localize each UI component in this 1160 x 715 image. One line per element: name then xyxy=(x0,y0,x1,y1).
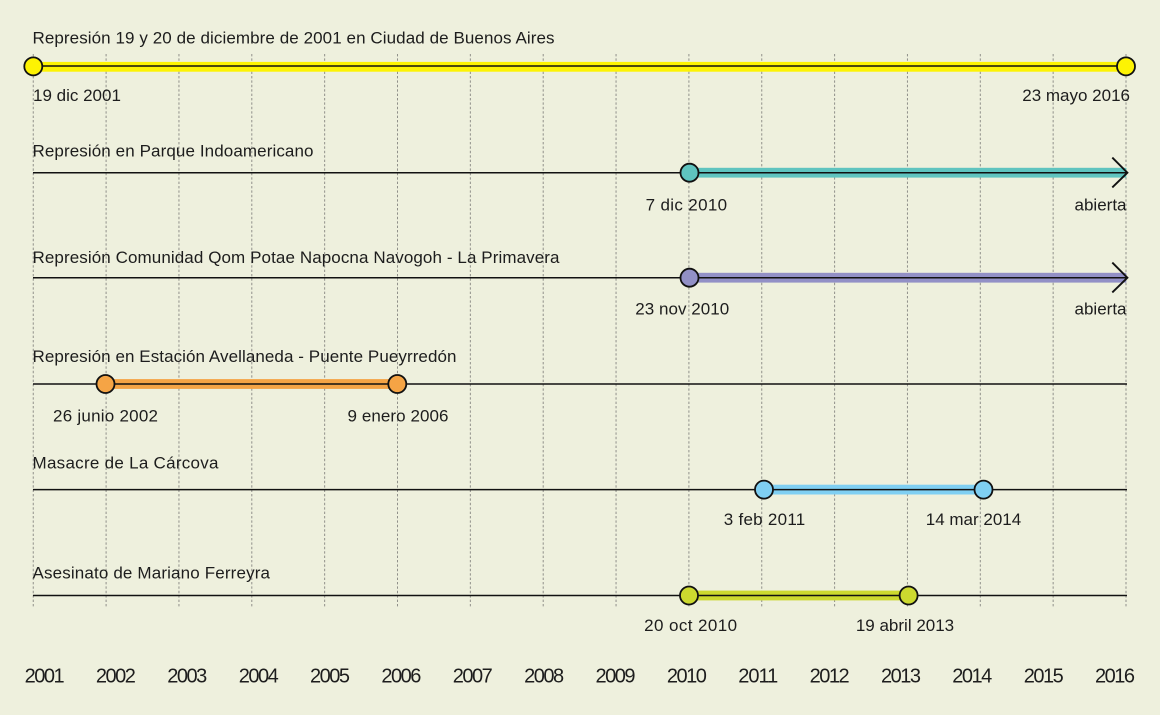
svg-text:Represión en Estación Avellane: Represión en Estación Avellaneda - Puent… xyxy=(33,347,457,366)
svg-text:2009: 2009 xyxy=(596,666,636,688)
svg-text:Represión en Parque Indoameric: Represión en Parque Indoamericano xyxy=(33,141,314,160)
svg-text:3 feb 2011: 3 feb 2011 xyxy=(724,510,806,529)
svg-text:Masacre de La Cárcova: Masacre de La Cárcova xyxy=(33,454,220,473)
svg-text:9 enero 2006: 9 enero 2006 xyxy=(348,406,449,425)
svg-text:2011: 2011 xyxy=(738,666,778,688)
svg-text:19 abril 2013: 19 abril 2013 xyxy=(856,616,954,635)
svg-text:abierta: abierta xyxy=(1075,195,1128,214)
svg-text:7 dic 2010: 7 dic 2010 xyxy=(646,195,728,214)
svg-text:26 junio 2002: 26 junio 2002 xyxy=(53,406,158,425)
svg-text:20 oct 2010: 20 oct 2010 xyxy=(644,616,737,635)
svg-text:2016: 2016 xyxy=(1095,666,1135,688)
svg-text:2010: 2010 xyxy=(667,666,707,688)
svg-text:abierta: abierta xyxy=(1075,299,1128,318)
svg-text:2005: 2005 xyxy=(310,666,350,688)
svg-text:23 nov 2010: 23 nov 2010 xyxy=(635,299,729,318)
svg-text:2012: 2012 xyxy=(810,666,850,688)
svg-text:2007: 2007 xyxy=(453,666,493,688)
svg-text:2002: 2002 xyxy=(96,666,136,688)
svg-text:2008: 2008 xyxy=(524,666,564,688)
svg-text:Represión Comunidad Qom Potae: Represión Comunidad Qom Potae Napocna Na… xyxy=(33,248,561,267)
svg-text:23 mayo 2016: 23 mayo 2016 xyxy=(1022,86,1130,105)
svg-text:2015: 2015 xyxy=(1024,666,1064,688)
svg-text:Asesinato de Mariano Ferreyra: Asesinato de Mariano Ferreyra xyxy=(33,563,271,582)
svg-text:2001: 2001 xyxy=(25,666,65,688)
svg-text:2003: 2003 xyxy=(167,666,207,688)
svg-text:2013: 2013 xyxy=(881,666,921,688)
svg-text:Represión 19 y 20 de diciembre: Represión 19 y 20 de diciembre de 2001 e… xyxy=(33,28,555,47)
svg-text:19 dic 2001: 19 dic 2001 xyxy=(33,86,121,105)
svg-text:2006: 2006 xyxy=(381,666,421,688)
svg-text:2004: 2004 xyxy=(239,666,279,688)
svg-text:2014: 2014 xyxy=(952,666,992,688)
svg-text:14 mar 2014: 14 mar 2014 xyxy=(926,510,1021,529)
